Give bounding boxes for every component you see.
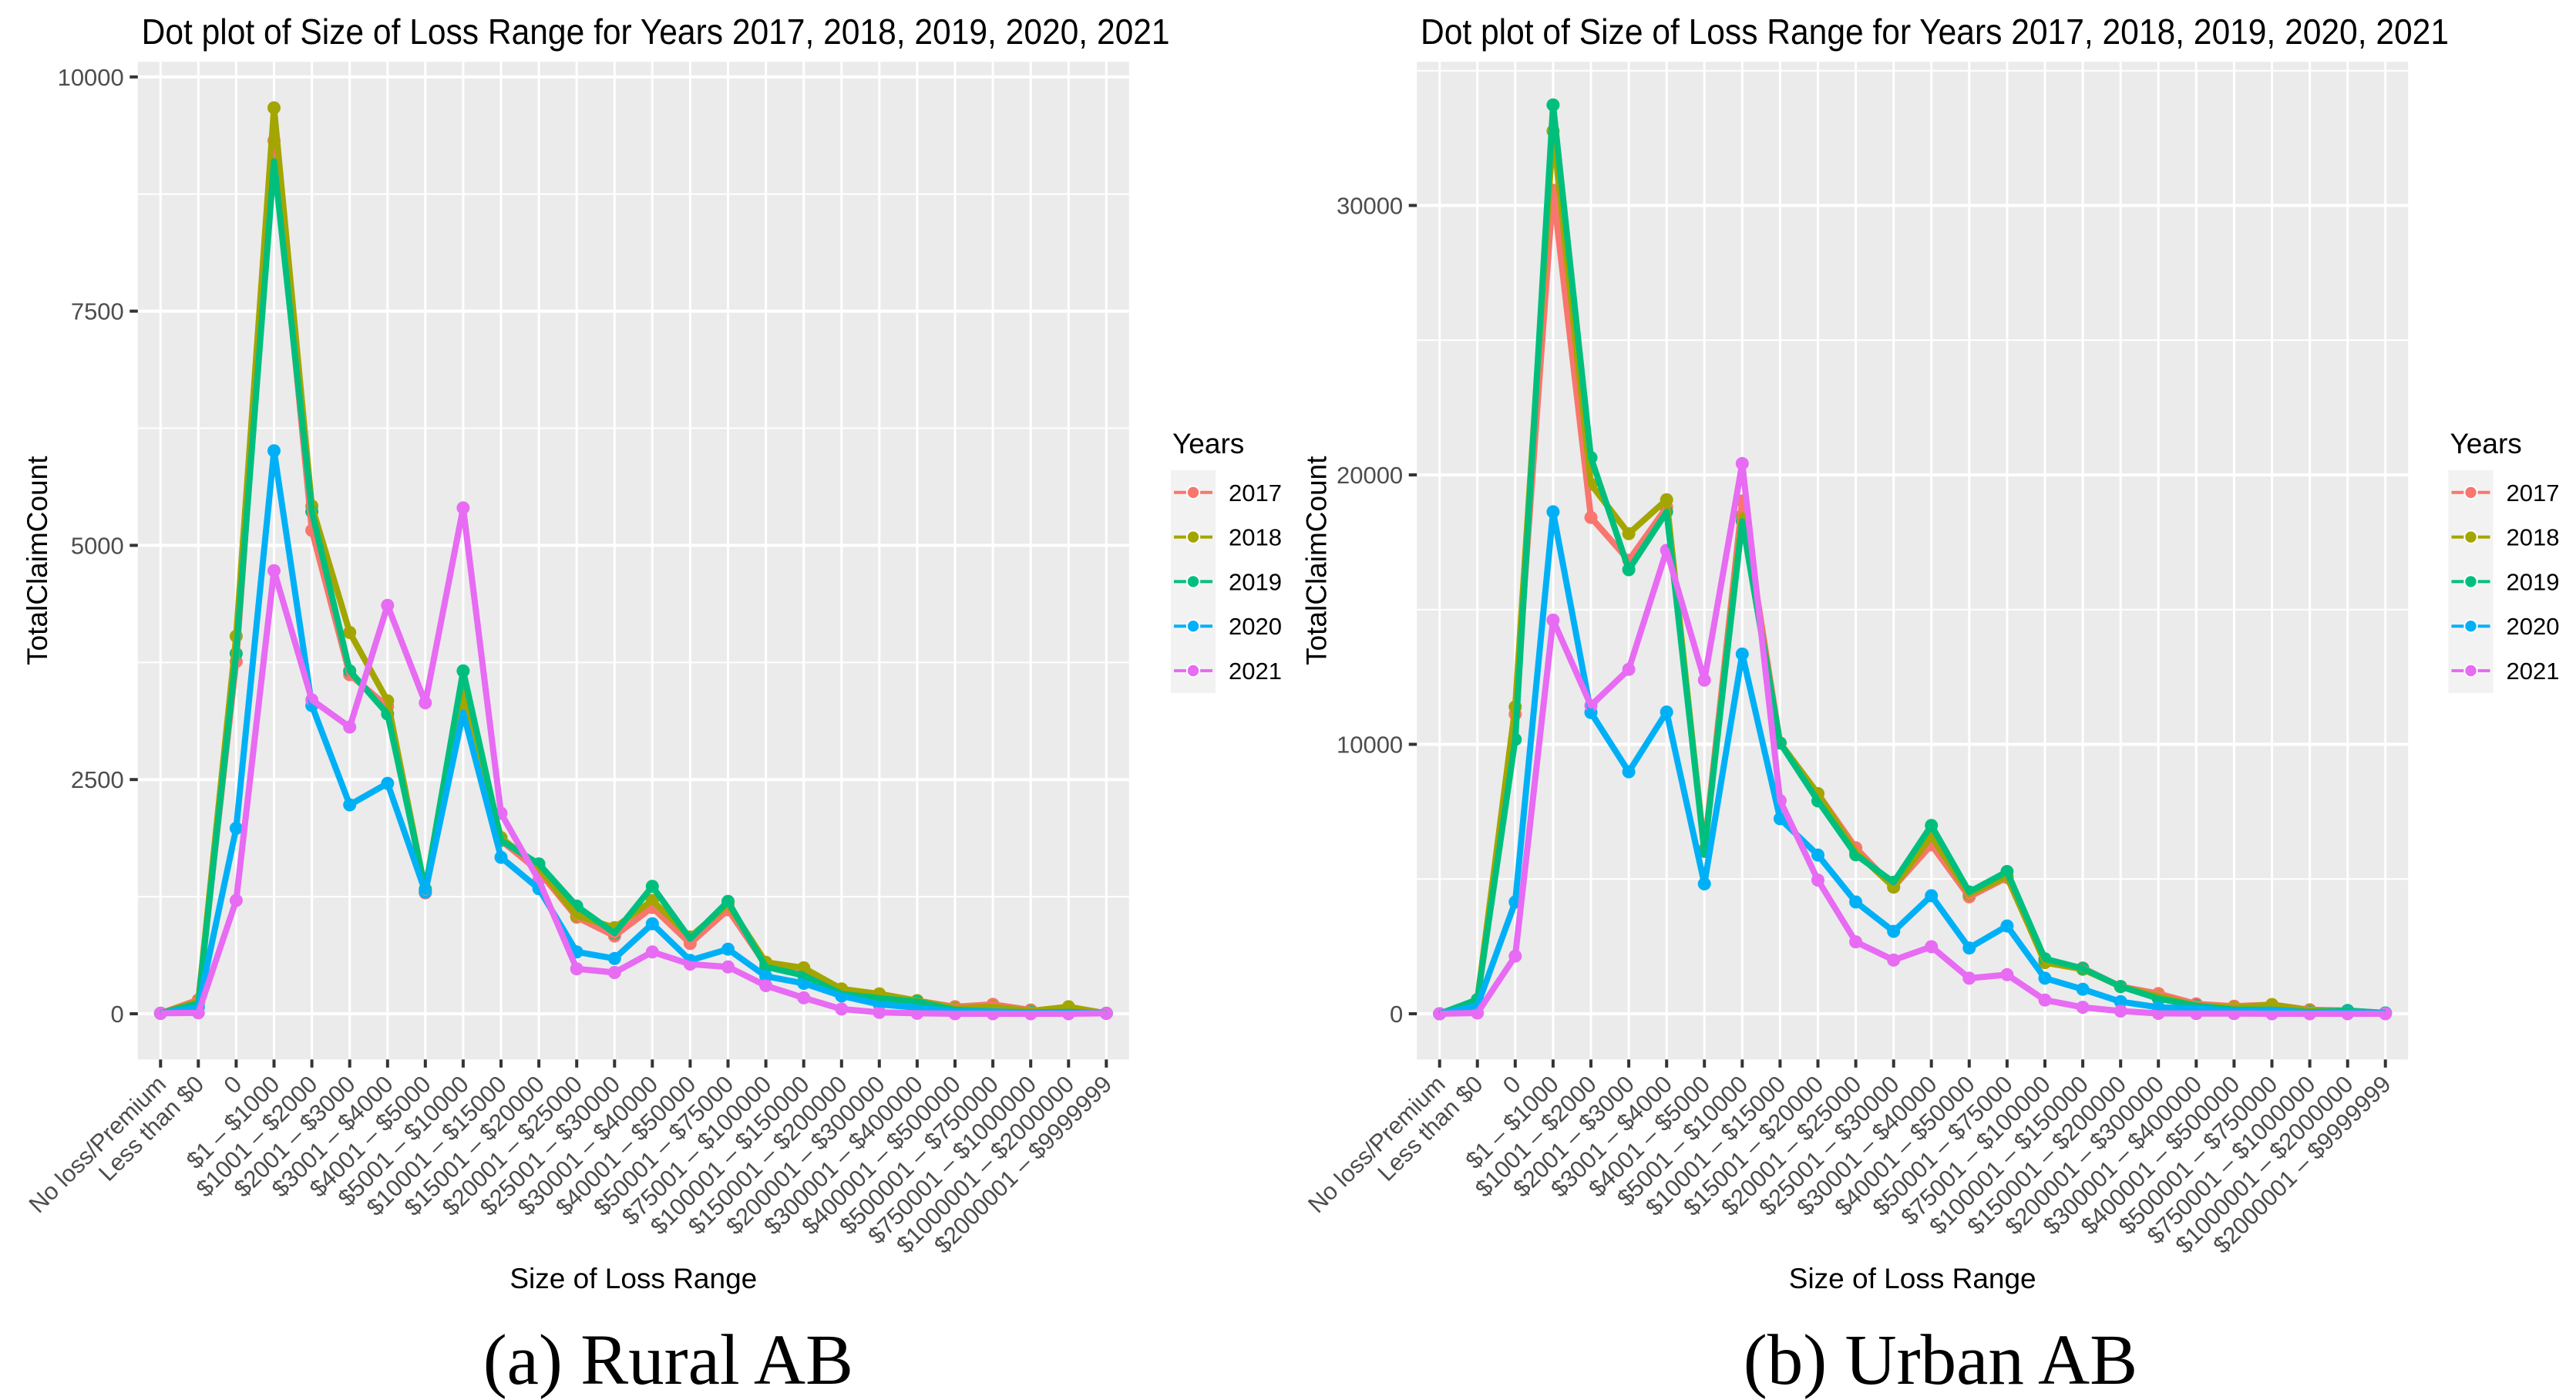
- svg-text:Size of Loss Range: Size of Loss Range: [1789, 1263, 2036, 1294]
- svg-text:2021: 2021: [1229, 658, 1282, 685]
- svg-text:10000: 10000: [1337, 732, 1403, 759]
- svg-text:0: 0: [111, 1001, 124, 1028]
- svg-text:10000: 10000: [58, 64, 124, 91]
- svg-text:2019: 2019: [2507, 568, 2560, 595]
- svg-text:Years: Years: [2450, 428, 2522, 459]
- svg-text:2019: 2019: [1229, 568, 1282, 595]
- svg-text:0: 0: [1390, 1001, 1403, 1028]
- svg-text:Years: Years: [1172, 428, 1244, 459]
- svg-text:Size of Loss Range: Size of Loss Range: [509, 1263, 757, 1294]
- svg-text:30000: 30000: [1337, 193, 1403, 220]
- svg-text:(b) Urban AB: (b) Urban AB: [1744, 1321, 2137, 1400]
- svg-text:TotalClaimCount: TotalClaimCount: [1300, 456, 1332, 665]
- svg-text:2017: 2017: [1229, 480, 1282, 506]
- svg-text:5000: 5000: [71, 532, 124, 559]
- svg-text:(a) Rural AB: (a) Rural AB: [483, 1321, 853, 1400]
- svg-text:7500: 7500: [71, 298, 124, 325]
- svg-text:Dot plot of Size of Loss Range: Dot plot of Size of Loss Range for Years…: [142, 12, 1170, 52]
- svg-text:2020: 2020: [2507, 613, 2560, 640]
- svg-text:TotalClaimCount: TotalClaimCount: [22, 456, 53, 665]
- svg-text:2018: 2018: [1229, 524, 1282, 551]
- svg-text:20000: 20000: [1337, 462, 1403, 489]
- svg-text:2500: 2500: [71, 766, 124, 793]
- svg-text:Dot plot of Size of Loss Range: Dot plot of Size of Loss Range for Years…: [1421, 12, 2449, 52]
- svg-text:2017: 2017: [2507, 480, 2560, 506]
- svg-text:2020: 2020: [1229, 613, 1282, 640]
- svg-text:2021: 2021: [2507, 658, 2560, 685]
- svg-text:2018: 2018: [2507, 524, 2560, 551]
